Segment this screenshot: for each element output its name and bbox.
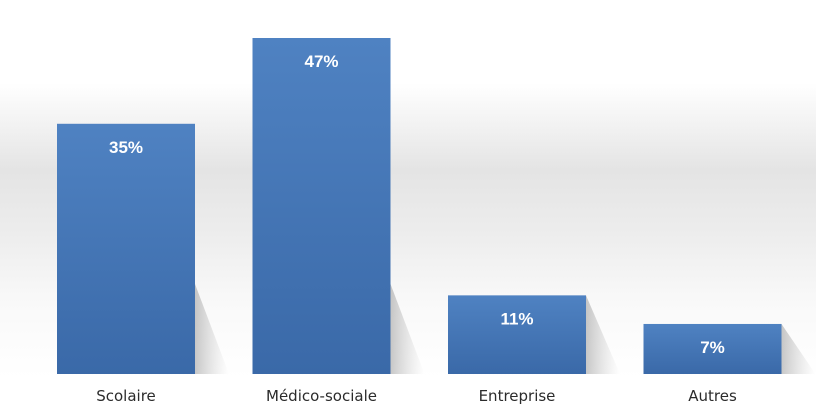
category-label-medico-sociale: Médico-sociale xyxy=(266,387,377,405)
bars-group xyxy=(57,38,782,374)
bar-medico-sociale xyxy=(252,38,391,374)
category-labels-group: Scolaire Médico-sociale Entreprise Autres xyxy=(96,387,737,405)
value-label-autres: 7% xyxy=(700,338,725,357)
bar-shadows xyxy=(195,284,816,374)
value-label-scolaire: 35% xyxy=(109,138,143,157)
bar-shadow-entreprise xyxy=(586,295,620,374)
bar-shadow-medico-sociale xyxy=(390,284,425,374)
value-label-entreprise: 11% xyxy=(500,309,533,328)
bar-entreprise xyxy=(448,295,586,374)
value-labels-group: 35% 47% 11% 7% xyxy=(109,52,725,357)
bar-scolaire xyxy=(57,123,195,374)
bar-autres xyxy=(643,323,782,374)
category-label-autres: Autres xyxy=(688,387,737,405)
category-label-scolaire: Scolaire xyxy=(96,387,156,405)
bar-shadow-scolaire xyxy=(195,284,229,374)
value-label-medico-sociale: 47% xyxy=(304,52,338,71)
category-label-entreprise: Entreprise xyxy=(479,387,556,405)
bar-shadow-autres xyxy=(781,323,816,374)
